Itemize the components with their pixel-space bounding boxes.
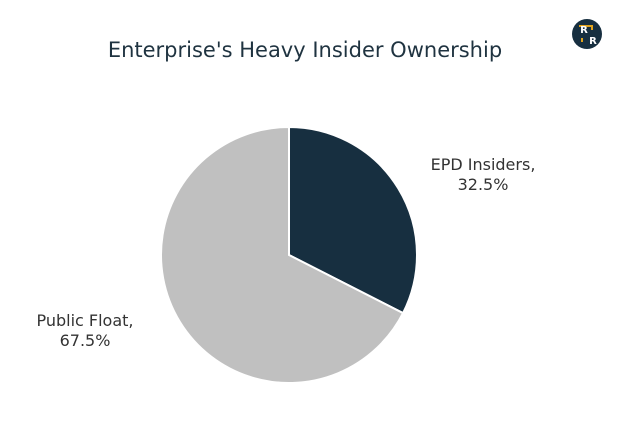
pie-slice-public-float	[160, 125, 405, 384]
logo-letter-bottom: R	[589, 36, 597, 47]
slice-label-value: 32.5%	[458, 175, 509, 194]
logo-letter-top: R	[580, 25, 588, 36]
slice-label-value: 67.5%	[60, 331, 111, 350]
brand-logo: R R	[572, 19, 602, 49]
slice-label-name: EPD Insiders,	[431, 155, 536, 174]
logo-accent-mark	[579, 25, 593, 30]
chart-title: Enterprise's Heavy Insider Ownership	[108, 38, 502, 62]
slice-label-name: Public Float,	[36, 311, 133, 330]
pie-slices	[160, 125, 418, 384]
pie-slice-epd-insiders	[288, 125, 418, 315]
pie-labels: EPD Insiders,32.5% Public Float,67.5%	[36, 155, 535, 350]
